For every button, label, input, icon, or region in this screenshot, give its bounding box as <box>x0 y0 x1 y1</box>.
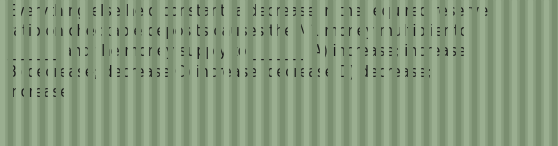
Text: Everything else held constant, a decrease in the required reserve
ratio on check: Everything else held constant, a decreas… <box>7 4 488 100</box>
